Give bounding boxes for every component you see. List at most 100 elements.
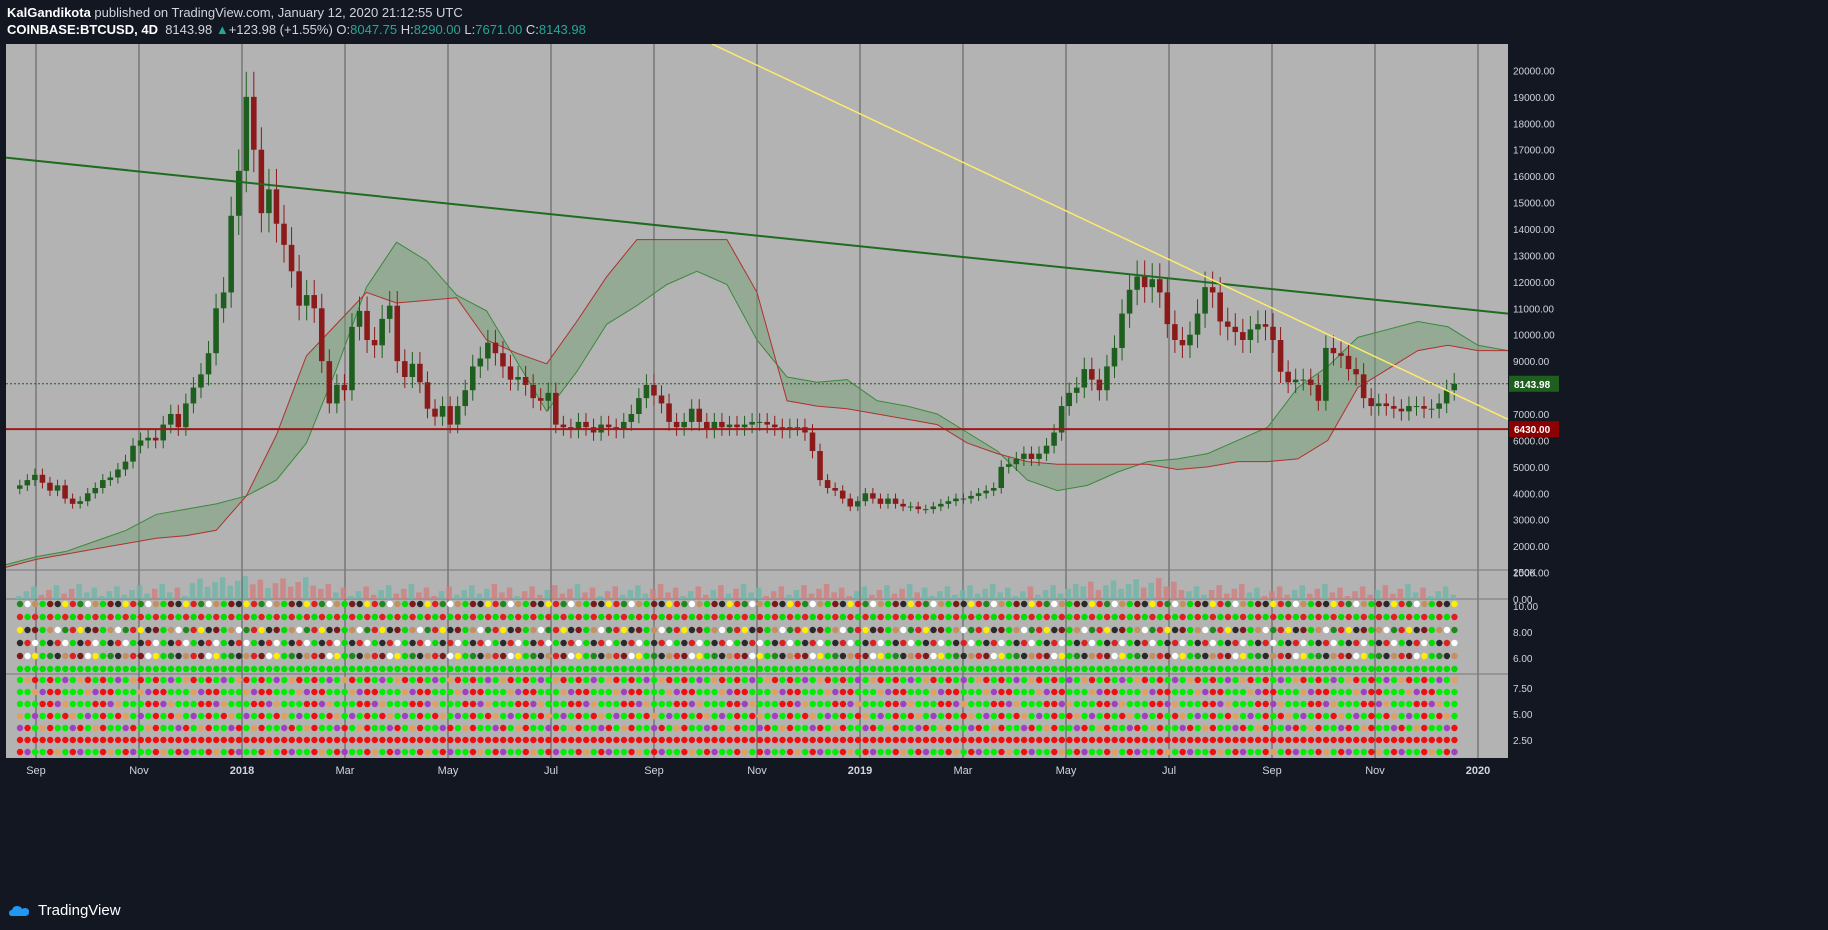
indicator1-dot (1428, 626, 1436, 634)
indicator2-dot (1202, 700, 1209, 708)
indicator1-dot (341, 626, 348, 634)
candle-body (318, 308, 325, 362)
indicator1-dot (31, 652, 39, 660)
tradingview-logo[interactable]: TradingView (8, 902, 121, 919)
volume-bar (1118, 588, 1124, 599)
indicator2-dot (62, 700, 69, 708)
indicator1-dot (379, 613, 386, 621)
indicator2-dot (462, 676, 469, 684)
candle-body (175, 414, 182, 428)
indicator2-dot (1345, 712, 1352, 720)
indicator2-dot (1232, 712, 1239, 720)
indicator1-dot (1428, 652, 1436, 660)
indicator1-dot (575, 639, 582, 647)
indicator2-dot (303, 676, 311, 684)
indicator1-dot (1187, 626, 1194, 634)
indicator1-dot (915, 613, 922, 621)
indicator2-dot (62, 736, 69, 744)
indicator1-dot (303, 600, 311, 608)
indicator2-dot (1073, 736, 1081, 744)
indicator1-dot (915, 626, 922, 634)
candle-body (477, 358, 484, 367)
indicator1-dot (1171, 626, 1179, 634)
indicator2-dot (1111, 724, 1118, 732)
indicator2-dot (862, 748, 869, 756)
volume-bar (1382, 585, 1389, 599)
volume-bar (514, 596, 520, 599)
indicator2-dot (1383, 700, 1390, 708)
indicator2-dot (228, 688, 235, 696)
indicator1-dot (1036, 665, 1043, 673)
indicator2-dot (658, 700, 665, 708)
indicator2-dot (462, 688, 469, 696)
indicator1-dot (1224, 665, 1232, 673)
indicator1-dot (583, 600, 590, 608)
indicator1-dot (1051, 665, 1058, 673)
indicator2-dot (1338, 676, 1345, 684)
volume-bar (906, 584, 913, 599)
indicator2-dot (205, 700, 212, 708)
indicator2-dot (1020, 712, 1028, 720)
indicator2-dot (160, 724, 167, 732)
indicator2-dot (771, 688, 779, 696)
indicator2-dot (1171, 700, 1179, 708)
indicator1-dot (635, 665, 643, 673)
candle-body (975, 493, 982, 496)
indicator1-dot (1020, 639, 1028, 647)
indicator1-dot (205, 639, 212, 647)
indicator2-dot (1443, 748, 1451, 756)
indicator2-dot (137, 712, 144, 720)
indicator2-dot (1058, 736, 1066, 744)
indicator2-dot (333, 736, 341, 744)
indicator1-dot (1315, 613, 1322, 621)
indicator1-dot (1088, 665, 1096, 673)
volume-bar (272, 583, 279, 599)
indicator2-dot (303, 712, 311, 720)
indicator2-dot (1020, 700, 1028, 708)
indicator2-dot (507, 748, 514, 756)
indicator2-dot (220, 712, 228, 720)
indicator2-dot (1028, 748, 1035, 756)
volume-bar (461, 590, 467, 599)
indicator1-dot (197, 665, 205, 673)
indicator1-dot (1270, 613, 1277, 621)
indicator2-dot (567, 748, 575, 756)
indicator2-dot (817, 688, 824, 696)
indicator1-dot (1292, 639, 1300, 647)
indicator2-dot (197, 688, 205, 696)
price-chart[interactable]: 20000.0019000.0018000.0017000.0016000.00… (0, 43, 1828, 894)
indicator2-dot (839, 688, 847, 696)
indicator1-dot (1194, 613, 1201, 621)
indicator2-dot (235, 688, 243, 696)
indicator1-dot (605, 626, 613, 634)
indicator2-dot (16, 736, 24, 744)
indicator2-dot (386, 748, 394, 756)
indicator1-dot (235, 600, 243, 608)
indicator1-dot (114, 600, 122, 608)
indicator1-dot (258, 613, 265, 621)
candle-body (1202, 287, 1208, 314)
volume-bar (280, 578, 286, 599)
chart-area[interactable]: 20000.00 19000.00 18000.00 17000.00 16000.00… (0, 43, 1828, 894)
indicator2-dot (122, 724, 129, 732)
indicator1-dot (900, 626, 907, 634)
indicator1-dot (1073, 652, 1081, 660)
volume-bar (438, 591, 445, 599)
indicator2-dot (726, 676, 733, 684)
indicator2-dot (1081, 700, 1088, 708)
indicator1-dot (560, 600, 567, 608)
candle-body (1179, 340, 1186, 346)
indicator2-dot (1413, 676, 1420, 684)
indicator2-dot (1164, 736, 1171, 744)
indicator1-dot (832, 613, 839, 621)
indicator2-dot (975, 688, 983, 696)
y-tick-label: 0.00 (1513, 595, 1533, 606)
indicator1-dot (197, 600, 205, 608)
volume-bar (1186, 591, 1192, 599)
indicator2-dot (1013, 736, 1020, 744)
author-name[interactable]: KalGandikota (7, 5, 91, 20)
indicator1-dot (145, 639, 152, 647)
candle-body (32, 474, 38, 481)
indicator2-dot (1330, 676, 1337, 684)
candle-body (424, 382, 431, 409)
